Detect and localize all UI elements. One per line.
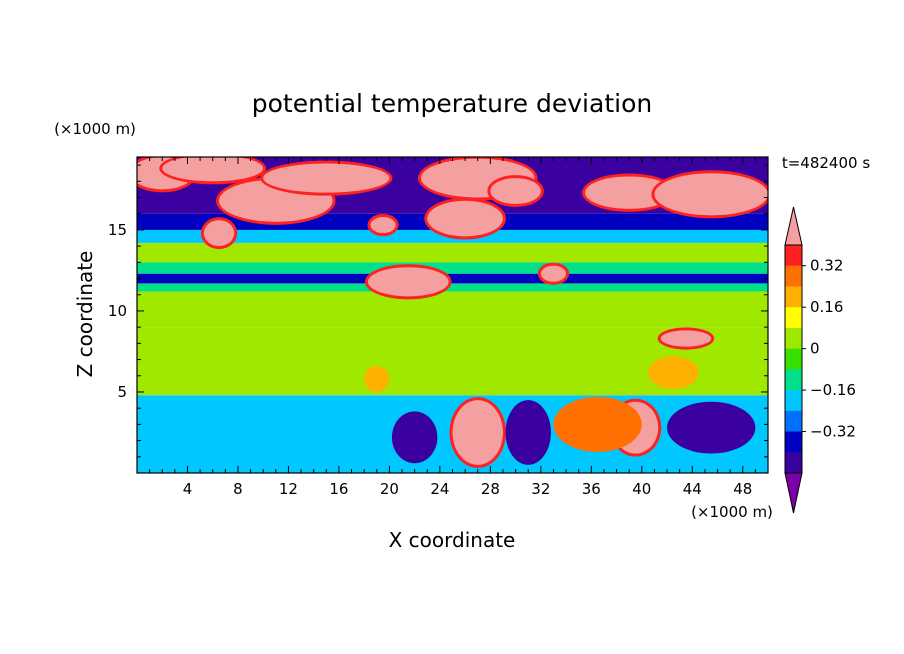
field-blob bbox=[203, 220, 235, 247]
colorbar-tick-label: 0.16 bbox=[810, 298, 843, 316]
chart-title: potential temperature deviation bbox=[252, 89, 652, 118]
field-blob bbox=[654, 173, 768, 216]
colorbar-band bbox=[785, 348, 802, 370]
field-blob bbox=[667, 401, 756, 454]
colorbar-band bbox=[785, 245, 802, 267]
field-layer bbox=[137, 291, 768, 328]
field-blob bbox=[505, 400, 551, 465]
field-blob bbox=[263, 163, 390, 193]
colorbar-tick-label: −0.16 bbox=[810, 381, 856, 399]
colorbar-tick-label: −0.32 bbox=[810, 423, 856, 441]
field-layer bbox=[137, 283, 768, 292]
field-blob bbox=[648, 356, 699, 389]
x-tick-label: 20 bbox=[380, 480, 399, 498]
x-axis-label: X coordinate bbox=[389, 528, 516, 552]
x-unit-label: (×1000 m) bbox=[691, 503, 773, 521]
colorbar-extend-bottom bbox=[784, 472, 803, 514]
x-tick-label: 28 bbox=[481, 480, 500, 498]
colorbar-band bbox=[785, 286, 802, 308]
colorbar-extend-top bbox=[784, 206, 803, 246]
field-blob bbox=[490, 178, 541, 204]
field-blob bbox=[585, 176, 674, 209]
colorbar-band bbox=[785, 307, 802, 329]
y-tick-label: 15 bbox=[108, 221, 127, 239]
colorbar-band bbox=[785, 265, 802, 287]
field-blob bbox=[367, 267, 449, 297]
y-unit-label: (×1000 m) bbox=[54, 120, 136, 138]
colorbar-tick-label: 0.32 bbox=[810, 257, 843, 275]
y-tick-label: 10 bbox=[108, 302, 127, 320]
field-blob bbox=[553, 396, 642, 452]
colorbar-band bbox=[785, 410, 802, 433]
x-tick-label: 32 bbox=[531, 480, 550, 498]
colorbar-band bbox=[785, 452, 802, 474]
field-layer bbox=[137, 262, 768, 274]
x-tick-label: 40 bbox=[632, 480, 651, 498]
y-tick-label: 5 bbox=[117, 383, 127, 401]
colorbar-band bbox=[785, 390, 802, 412]
field-blob bbox=[452, 400, 503, 465]
field-layer bbox=[137, 242, 768, 263]
field-blob bbox=[391, 411, 438, 464]
x-tick-label: 24 bbox=[430, 480, 449, 498]
x-tick-label: 16 bbox=[329, 480, 348, 498]
field-blob bbox=[364, 366, 390, 392]
colorbar-band bbox=[785, 431, 802, 453]
y-axis-label: Z coordinate bbox=[73, 251, 97, 378]
field-blob bbox=[660, 330, 712, 347]
x-tick-label: 4 bbox=[183, 480, 193, 498]
colorbar-tick-label: 0 bbox=[810, 340, 820, 358]
colorbar-frame bbox=[784, 244, 803, 474]
x-tick-label: 44 bbox=[683, 480, 702, 498]
colorbar-band bbox=[785, 369, 802, 391]
field-group bbox=[137, 157, 768, 473]
x-tick-label: 48 bbox=[733, 480, 752, 498]
field-blob bbox=[370, 216, 396, 234]
field-blob bbox=[427, 200, 503, 237]
field-blob bbox=[540, 265, 567, 282]
x-tick-label: 8 bbox=[233, 480, 243, 498]
time-label: t=482400 s bbox=[782, 154, 870, 172]
x-tick-label: 36 bbox=[582, 480, 601, 498]
field-layer bbox=[137, 273, 768, 284]
x-tick-label: 12 bbox=[279, 480, 298, 498]
colorbar-band bbox=[785, 327, 802, 350]
